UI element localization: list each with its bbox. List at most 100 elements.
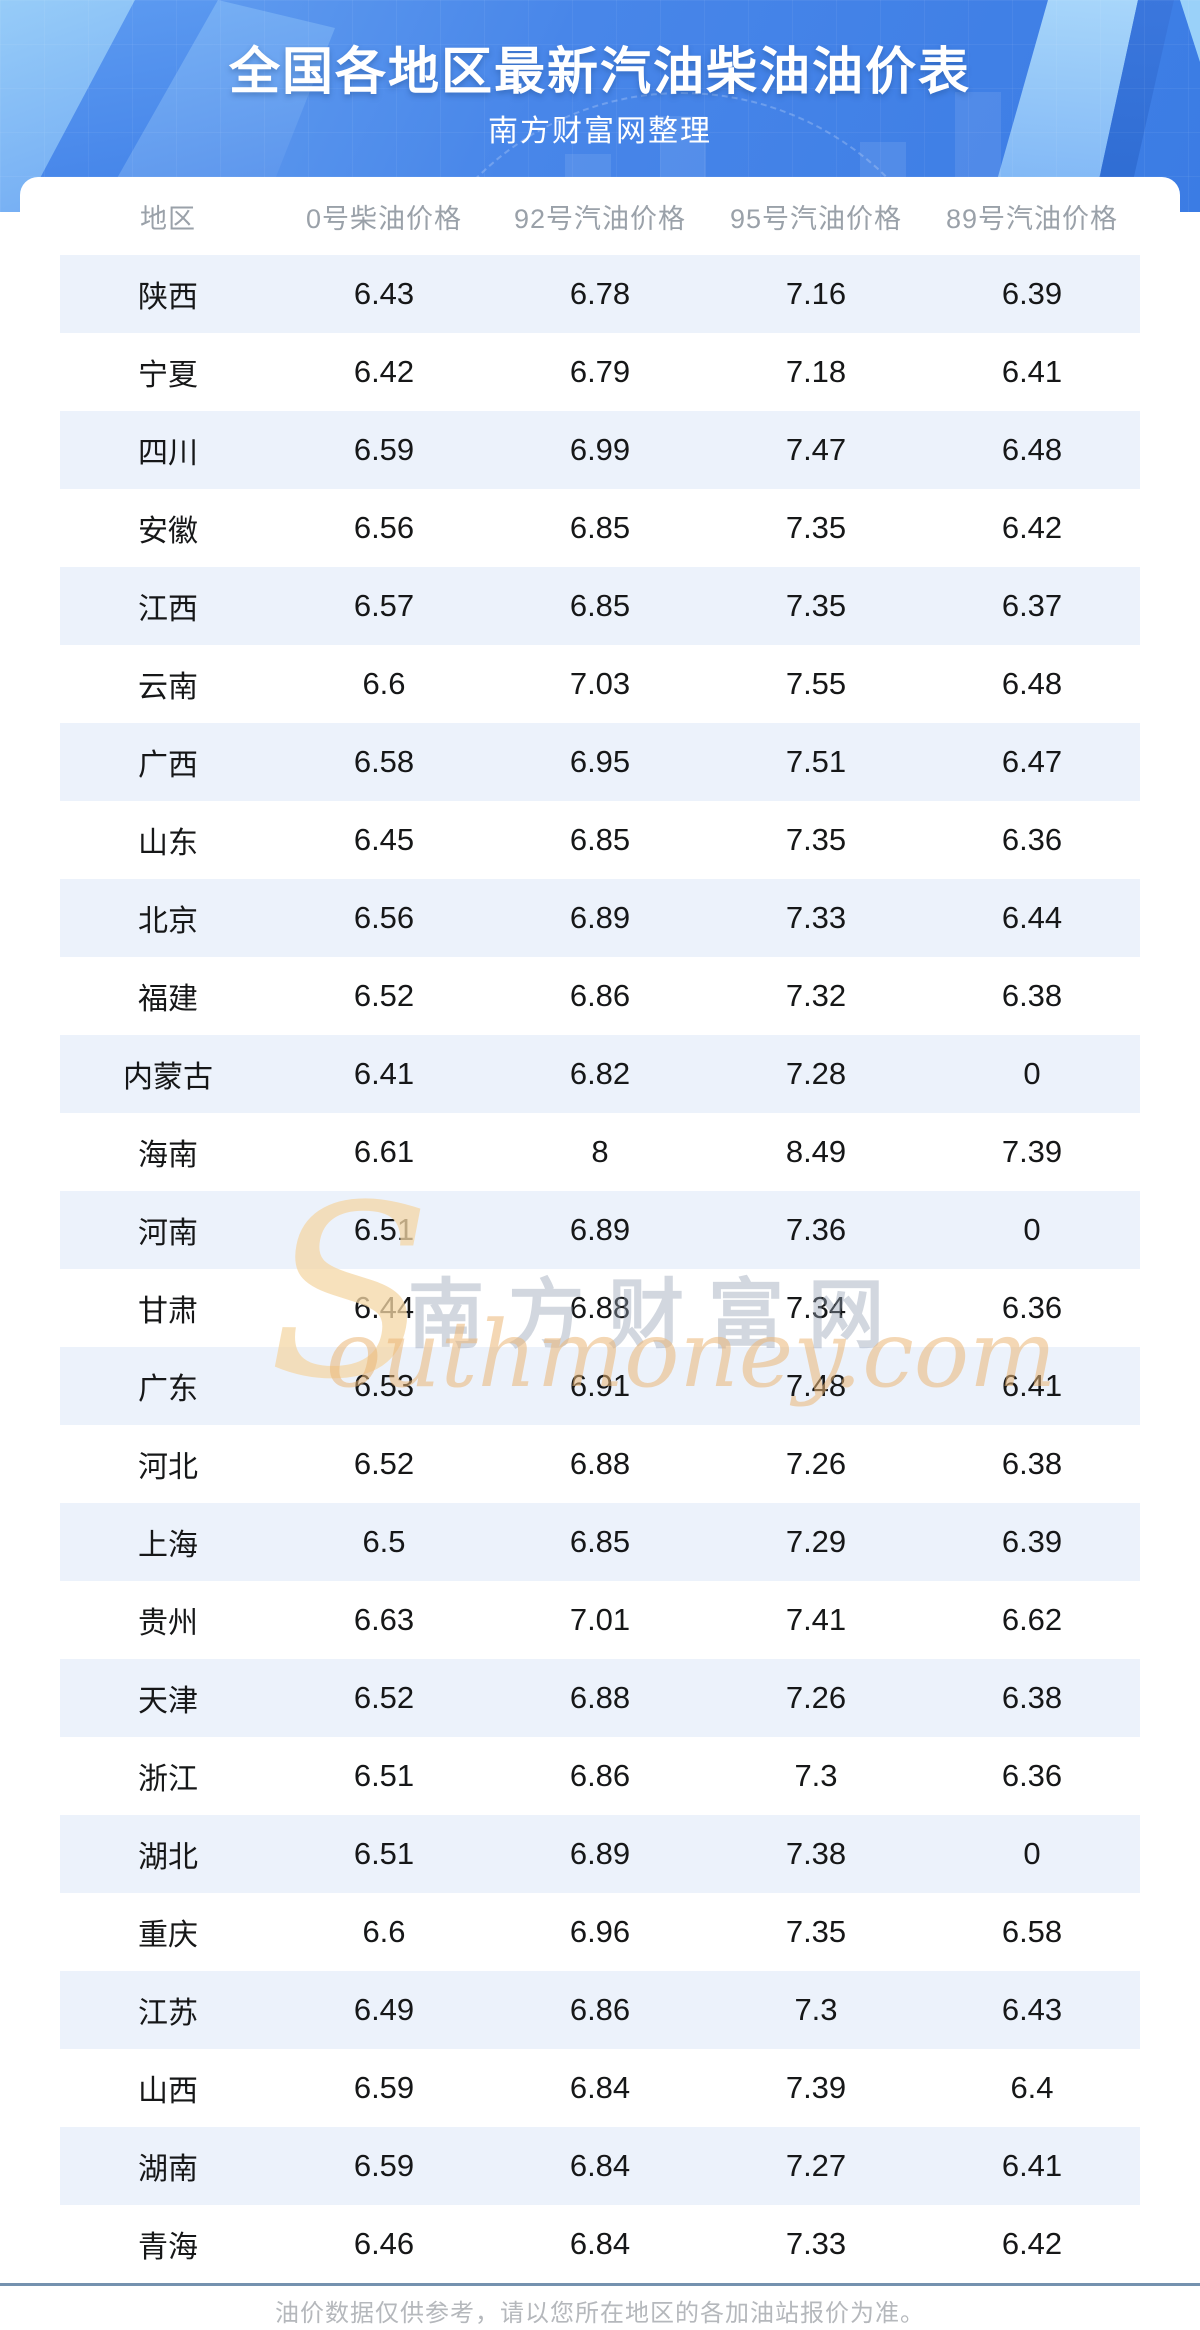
cell-gas92-price: 6.88 — [569, 1290, 631, 1325]
cell-gas95-price: 7.26 — [785, 1680, 847, 1715]
cell-gas92-price: 6.89 — [569, 900, 631, 935]
table-row: 江苏 6.49 6.86 7.3 6.43 — [60, 1971, 1140, 2049]
cell-gas95-price: 7.3 — [794, 1758, 838, 1793]
table-row: 海南 6.61 8 8.49 7.39 — [60, 1113, 1140, 1191]
cell-region: 江西 — [138, 593, 198, 626]
cell-gas92-price: 6.89 — [569, 1212, 631, 1247]
cell-diesel0-price: 6.6 — [362, 666, 406, 701]
cell-gas95-price: 7.51 — [785, 744, 847, 779]
cell-gas95-price: 7.29 — [785, 1524, 847, 1559]
page-subtitle: 南方财富网整理 — [488, 115, 712, 148]
cell-region: 湖南 — [138, 2153, 198, 2186]
cell-gas89-price: 6.4 — [1010, 2070, 1054, 2105]
cell-gas92-price: 6.78 — [569, 276, 631, 311]
cell-gas92-price: 6.85 — [569, 822, 631, 857]
header-cell-gas95: 95号汽油价格 — [729, 203, 903, 234]
cell-gas92-price: 6.85 — [569, 510, 631, 545]
cell-diesel0-price: 6.44 — [353, 1290, 415, 1325]
page-title: 全国各地区最新汽油柴油油价表 — [228, 43, 971, 100]
cell-gas95-price: 7.32 — [785, 978, 847, 1013]
cell-gas95-price: 7.38 — [785, 1836, 847, 1871]
cell-gas95-price: 7.41 — [785, 1602, 847, 1637]
cell-diesel0-price: 6.52 — [353, 1680, 415, 1715]
cell-gas92-price: 6.95 — [569, 744, 631, 779]
cell-diesel0-price: 6.6 — [362, 1914, 406, 1949]
table-row: 上海 6.5 6.85 7.29 6.39 — [60, 1503, 1140, 1581]
cell-diesel0-price: 6.63 — [353, 1602, 415, 1637]
cell-region: 北京 — [138, 905, 198, 938]
cell-gas89-price: 6.42 — [1001, 510, 1063, 545]
cell-region: 内蒙古 — [123, 1061, 213, 1094]
cell-gas89-price: 6.36 — [1001, 1758, 1063, 1793]
cell-gas89-price: 0 — [1023, 1056, 1041, 1091]
cell-gas95-price: 7.55 — [785, 666, 847, 701]
table-row: 浙江 6.51 6.86 7.3 6.36 — [60, 1737, 1140, 1815]
header-cell-diesel0: 0号柴油价格 — [305, 203, 463, 234]
cell-diesel0-price: 6.59 — [353, 2148, 415, 2183]
cell-gas92-price: 8 — [591, 1134, 609, 1169]
cell-diesel0-price: 6.52 — [353, 1446, 415, 1481]
cell-gas95-price: 7.36 — [785, 1212, 847, 1247]
cell-diesel0-price: 6.51 — [353, 1758, 415, 1793]
cell-gas89-price: 6.62 — [1001, 1602, 1063, 1637]
cell-region: 青海 — [138, 2231, 198, 2264]
cell-gas95-price: 7.16 — [785, 276, 847, 311]
footer-disclaimer: 油价数据仅供参考，请以您所在地区的各加油站报价为准。 — [275, 2300, 925, 2327]
cell-diesel0-price: 6.56 — [353, 510, 415, 545]
table-row: 重庆 6.6 6.96 7.35 6.58 — [60, 1893, 1140, 1971]
header-banner: 全国各地区最新汽油柴油油价表 南方财富网整理 — [0, 0, 1200, 212]
cell-gas92-price: 6.91 — [569, 1368, 631, 1403]
cell-region: 山西 — [138, 2075, 198, 2108]
cell-gas92-price: 6.96 — [569, 1914, 631, 1949]
cell-diesel0-price: 6.52 — [353, 978, 415, 1013]
cell-region: 贵州 — [138, 1607, 198, 1640]
cell-gas89-price: 6.48 — [1001, 432, 1063, 467]
cell-gas89-price: 6.38 — [1001, 978, 1063, 1013]
cell-diesel0-price: 6.61 — [353, 1134, 415, 1169]
cell-gas89-price: 6.41 — [1001, 1368, 1063, 1403]
cell-gas95-price: 7.28 — [785, 1056, 847, 1091]
cell-gas89-price: 6.36 — [1001, 822, 1063, 857]
cell-gas92-price: 7.03 — [569, 666, 631, 701]
table-row: 青海 6.46 6.84 7.33 6.42 — [60, 2205, 1140, 2283]
cell-region: 浙江 — [138, 1763, 198, 1796]
cell-gas89-price: 6.42 — [1001, 2226, 1063, 2261]
cell-gas92-price: 6.84 — [569, 2148, 631, 2183]
table-body: 陕西 6.43 6.78 7.16 6.39 宁夏 6.42 6.79 7.18… — [60, 255, 1140, 2283]
cell-gas89-price: 6.38 — [1001, 1680, 1063, 1715]
cell-gas92-price: 6.85 — [569, 1524, 631, 1559]
cell-region: 四川 — [138, 437, 198, 470]
cell-diesel0-price: 6.58 — [353, 744, 415, 779]
table-row: 山西 6.59 6.84 7.39 6.4 — [60, 2049, 1140, 2127]
cell-diesel0-price: 6.46 — [353, 2226, 415, 2261]
table-row: 陕西 6.43 6.78 7.16 6.39 — [60, 255, 1140, 333]
cell-region: 宁夏 — [138, 359, 198, 392]
cell-gas92-price: 6.88 — [569, 1446, 631, 1481]
cell-gas92-price: 7.01 — [569, 1602, 631, 1637]
cell-region: 安徽 — [138, 515, 198, 548]
cell-region: 山东 — [138, 827, 198, 860]
cell-region: 上海 — [138, 1529, 198, 1562]
cell-diesel0-price: 6.43 — [353, 276, 415, 311]
cell-gas92-price: 6.86 — [569, 978, 631, 1013]
header-cell-gas89: 89号汽油价格 — [945, 203, 1119, 234]
table-row: 广东 6.53 6.91 7.48 6.41 — [60, 1347, 1140, 1425]
cell-region: 云南 — [138, 671, 198, 704]
cell-gas89-price: 6.58 — [1001, 1914, 1063, 1949]
table-row: 山东 6.45 6.85 7.35 6.36 — [60, 801, 1140, 879]
cell-gas89-price: 6.48 — [1001, 666, 1063, 701]
cell-diesel0-price: 6.53 — [353, 1368, 415, 1403]
cell-region: 河南 — [138, 1217, 198, 1250]
cell-gas89-price: 6.36 — [1001, 1290, 1063, 1325]
cell-diesel0-price: 6.59 — [353, 432, 415, 467]
cell-gas89-price: 6.38 — [1001, 1446, 1063, 1481]
cell-gas89-price: 6.43 — [1001, 1992, 1063, 2027]
cell-gas89-price: 6.39 — [1001, 1524, 1063, 1559]
cell-region: 重庆 — [138, 1919, 198, 1952]
cell-region: 广东 — [138, 1373, 198, 1406]
table-row: 安徽 6.56 6.85 7.35 6.42 — [60, 489, 1140, 567]
cell-region: 河北 — [138, 1451, 198, 1484]
cell-gas89-price: 6.39 — [1001, 276, 1063, 311]
cell-diesel0-price: 6.56 — [353, 900, 415, 935]
